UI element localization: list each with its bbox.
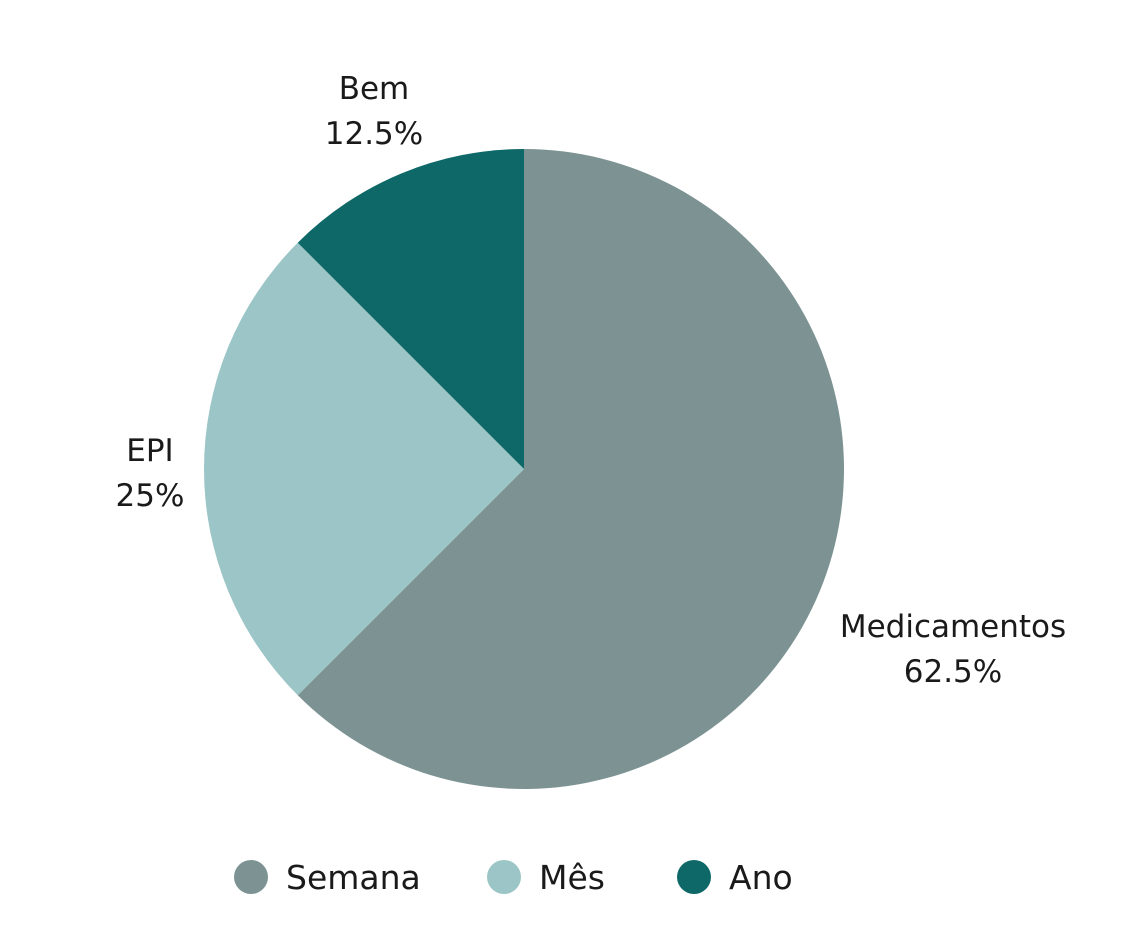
slice-label-medicamentos: Medicamentos [840, 609, 1066, 645]
legend-label-ano: Ano [729, 858, 793, 897]
legend-swatch-semana [234, 860, 268, 894]
pie-slice-bem [297, 149, 524, 469]
legend-swatch-ano [677, 860, 711, 894]
legend-item-semana: Semana [234, 858, 421, 897]
legend: Semana Mês Ano [234, 858, 793, 897]
slice-label-epi: EPI [126, 433, 173, 469]
pie-slice-medicamentos [297, 149, 844, 789]
legend-item-ano: Ano [677, 858, 793, 897]
legend-label-semana: Semana [286, 858, 421, 897]
slice-label-bem: Bem [339, 71, 410, 107]
slice-value-medicamentos: 62.5% [904, 654, 1002, 690]
pie-slices [204, 149, 844, 789]
legend-label-mes: Mês [539, 858, 605, 897]
slice-value-bem: 12.5% [325, 116, 423, 152]
slice-value-epi: 25% [116, 478, 185, 514]
pie-slice-epi [204, 242, 525, 696]
legend-item-mes: Mês [487, 858, 605, 897]
legend-swatch-mes [487, 860, 521, 894]
slice-labels: Medicamentos 62.5% EPI 25% Bem 12.5% [116, 71, 1067, 690]
